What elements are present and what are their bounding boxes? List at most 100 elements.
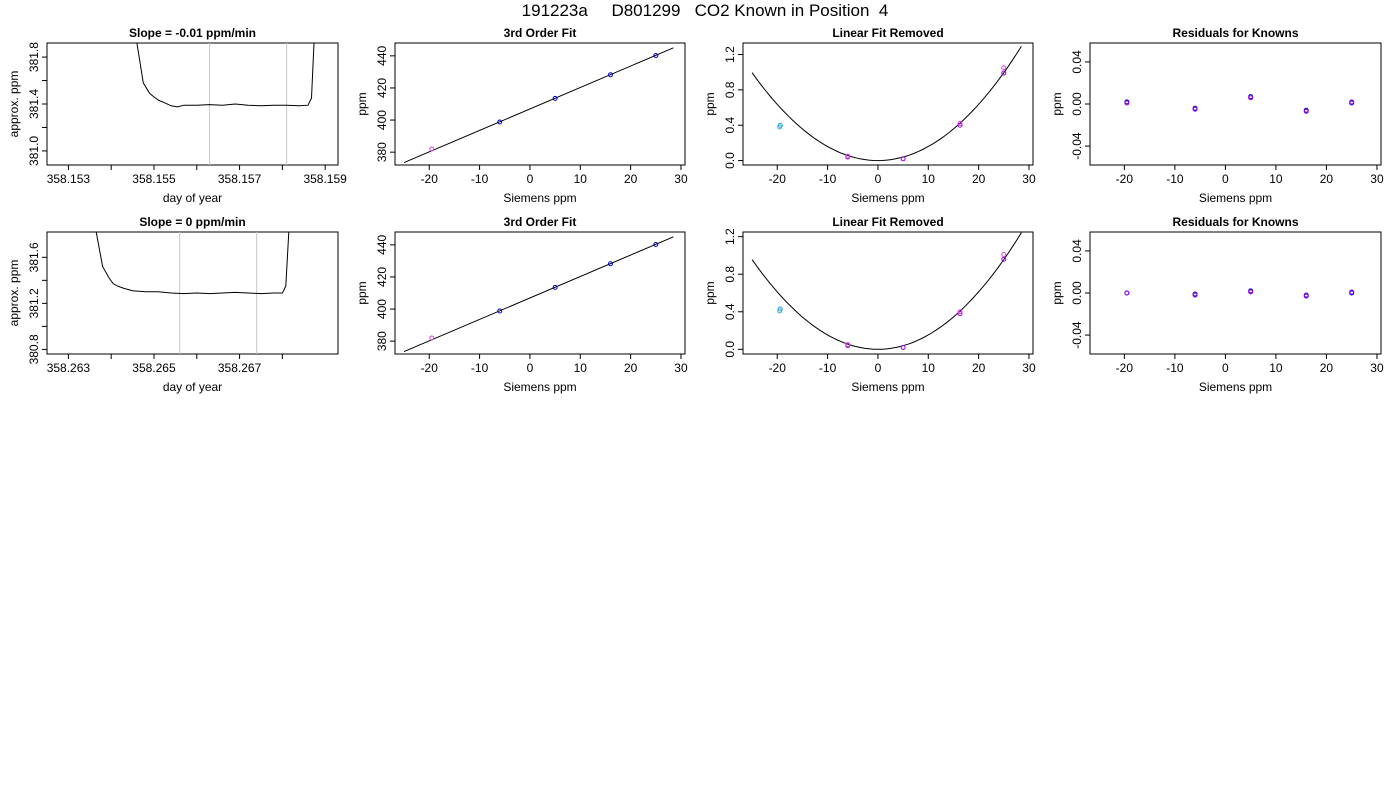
x-tick-label: 20 bbox=[624, 172, 638, 186]
figure-title: 191223a D801299 CO2 Known in Position 4 bbox=[521, 1, 889, 20]
x-tick-label: -10 bbox=[1166, 361, 1184, 375]
plot-frame bbox=[394, 231, 686, 355]
data-point bbox=[777, 306, 783, 312]
chart-panel-2: 3rd Order Fit -20 -10 0 10 20 30 380 400 420 440 Si… bbox=[355, 26, 688, 205]
y-tick-label: 380.8 bbox=[27, 334, 41, 364]
plot-frame bbox=[1089, 231, 1382, 355]
data-point bbox=[900, 344, 906, 350]
data-point bbox=[1001, 65, 1007, 71]
plot-area bbox=[1124, 94, 1355, 114]
y-axis-label: ppm bbox=[355, 281, 369, 304]
data-point bbox=[1192, 292, 1198, 298]
data-point bbox=[552, 95, 558, 101]
y-tick-label: 420 bbox=[375, 78, 389, 98]
y-tick-label: 1.2 bbox=[723, 228, 737, 245]
x-tick-label: 30 bbox=[1022, 361, 1036, 375]
x-tick-label: 10 bbox=[574, 361, 588, 375]
data-point bbox=[1001, 256, 1007, 262]
x-axis-label: Siemens ppm bbox=[1199, 191, 1272, 205]
fit-curve bbox=[751, 46, 1022, 162]
data-point bbox=[607, 72, 613, 78]
data-point bbox=[1192, 106, 1198, 112]
y-tick-label: 381.0 bbox=[27, 136, 41, 166]
y-axis-label: ppm bbox=[1050, 92, 1064, 115]
y-tick-label: 0.8 bbox=[723, 81, 737, 98]
x-axis-label: Siemens ppm bbox=[503, 380, 576, 394]
data-point bbox=[497, 308, 503, 314]
y-tick-label: 0.8 bbox=[723, 266, 737, 283]
y-tick-label: 380 bbox=[375, 142, 389, 162]
x-axis-label: day of year bbox=[163, 191, 222, 205]
x-tick-label: -20 bbox=[421, 172, 439, 186]
data-point bbox=[845, 342, 851, 348]
data-point bbox=[1001, 252, 1007, 258]
panel-title: Linear Fit Removed bbox=[832, 215, 943, 229]
data-point bbox=[607, 261, 613, 267]
plot-area bbox=[95, 232, 290, 354]
panel-title: Slope = 0 ppm/min bbox=[139, 215, 245, 229]
data-point bbox=[429, 146, 435, 152]
y-tick-label: -0.04 bbox=[1070, 132, 1084, 160]
y-tick-label: 440 bbox=[375, 235, 389, 255]
data-point bbox=[777, 122, 783, 128]
fit-curve bbox=[751, 232, 1022, 350]
x-tick-label: 10 bbox=[922, 172, 936, 186]
data-point bbox=[900, 156, 906, 162]
x-axis-label: day of year bbox=[163, 380, 222, 394]
x-tick-label: 358.267 bbox=[218, 361, 262, 375]
x-tick-label: 30 bbox=[674, 172, 688, 186]
y-tick-label: 0.4 bbox=[723, 303, 737, 320]
data-point bbox=[1124, 100, 1130, 106]
y-tick-label: 440 bbox=[375, 46, 389, 66]
y-tick-label: -0.04 bbox=[1070, 321, 1084, 349]
x-tick-label: 0 bbox=[875, 172, 882, 186]
x-axis-label: Siemens ppm bbox=[851, 191, 924, 205]
y-axis-label: approx. ppm bbox=[7, 71, 21, 138]
data-point bbox=[1303, 293, 1309, 299]
y-axis-label: ppm bbox=[355, 92, 369, 115]
plot-frame bbox=[1089, 42, 1382, 166]
series-line bbox=[95, 232, 290, 295]
data-point bbox=[957, 122, 963, 128]
y-tick-label: 0.04 bbox=[1070, 239, 1084, 263]
x-tick-label: 10 bbox=[1269, 172, 1283, 186]
y-tick-label: 380 bbox=[375, 331, 389, 351]
data-point bbox=[957, 309, 963, 315]
data-point bbox=[552, 284, 558, 290]
x-tick-label: 20 bbox=[1320, 172, 1334, 186]
x-tick-label: 358.157 bbox=[218, 172, 262, 186]
x-tick-label: -20 bbox=[769, 361, 787, 375]
panel-title: Residuals for Knowns bbox=[1172, 26, 1298, 40]
data-point bbox=[1001, 70, 1007, 76]
x-tick-label: -20 bbox=[769, 172, 787, 186]
x-tick-label: 30 bbox=[1370, 361, 1384, 375]
x-tick-label: 358.265 bbox=[132, 361, 176, 375]
x-tick-label: -10 bbox=[471, 172, 489, 186]
fit-line bbox=[403, 47, 674, 164]
panel-title: Linear Fit Removed bbox=[832, 26, 943, 40]
x-tick-label: 20 bbox=[972, 361, 986, 375]
x-tick-label: -20 bbox=[1116, 172, 1134, 186]
chart-panel-3: Linear Fit Removed -20 -10 0 10 20 30 0.0 0.4 0.8… bbox=[703, 26, 1036, 205]
x-tick-label: -10 bbox=[471, 361, 489, 375]
x-tick-label: 358.263 bbox=[47, 361, 91, 375]
y-tick-label: 420 bbox=[375, 267, 389, 287]
x-tick-label: 358.153 bbox=[47, 172, 91, 186]
y-tick-label: 0.00 bbox=[1070, 92, 1084, 116]
x-tick-label: -20 bbox=[1116, 361, 1134, 375]
data-point bbox=[497, 119, 503, 125]
x-tick-label: 0 bbox=[1222, 361, 1229, 375]
y-axis-label: ppm bbox=[703, 281, 717, 304]
y-tick-label: 381.2 bbox=[27, 288, 41, 318]
x-tick-label: 358.155 bbox=[132, 172, 176, 186]
data-point bbox=[1248, 95, 1254, 101]
x-tick-label: 0 bbox=[875, 361, 882, 375]
y-tick-label: 0.4 bbox=[723, 117, 737, 134]
plot-area bbox=[136, 43, 315, 165]
plot-frame bbox=[742, 231, 1034, 355]
y-tick-label: 400 bbox=[375, 110, 389, 130]
chart-panel-7: Linear Fit Removed -20 -10 0 10 20 30 0.0 0.4 0.8… bbox=[703, 215, 1036, 394]
x-tick-label: 20 bbox=[624, 361, 638, 375]
y-tick-label: 0.0 bbox=[723, 341, 737, 358]
x-tick-label: 0 bbox=[527, 361, 534, 375]
